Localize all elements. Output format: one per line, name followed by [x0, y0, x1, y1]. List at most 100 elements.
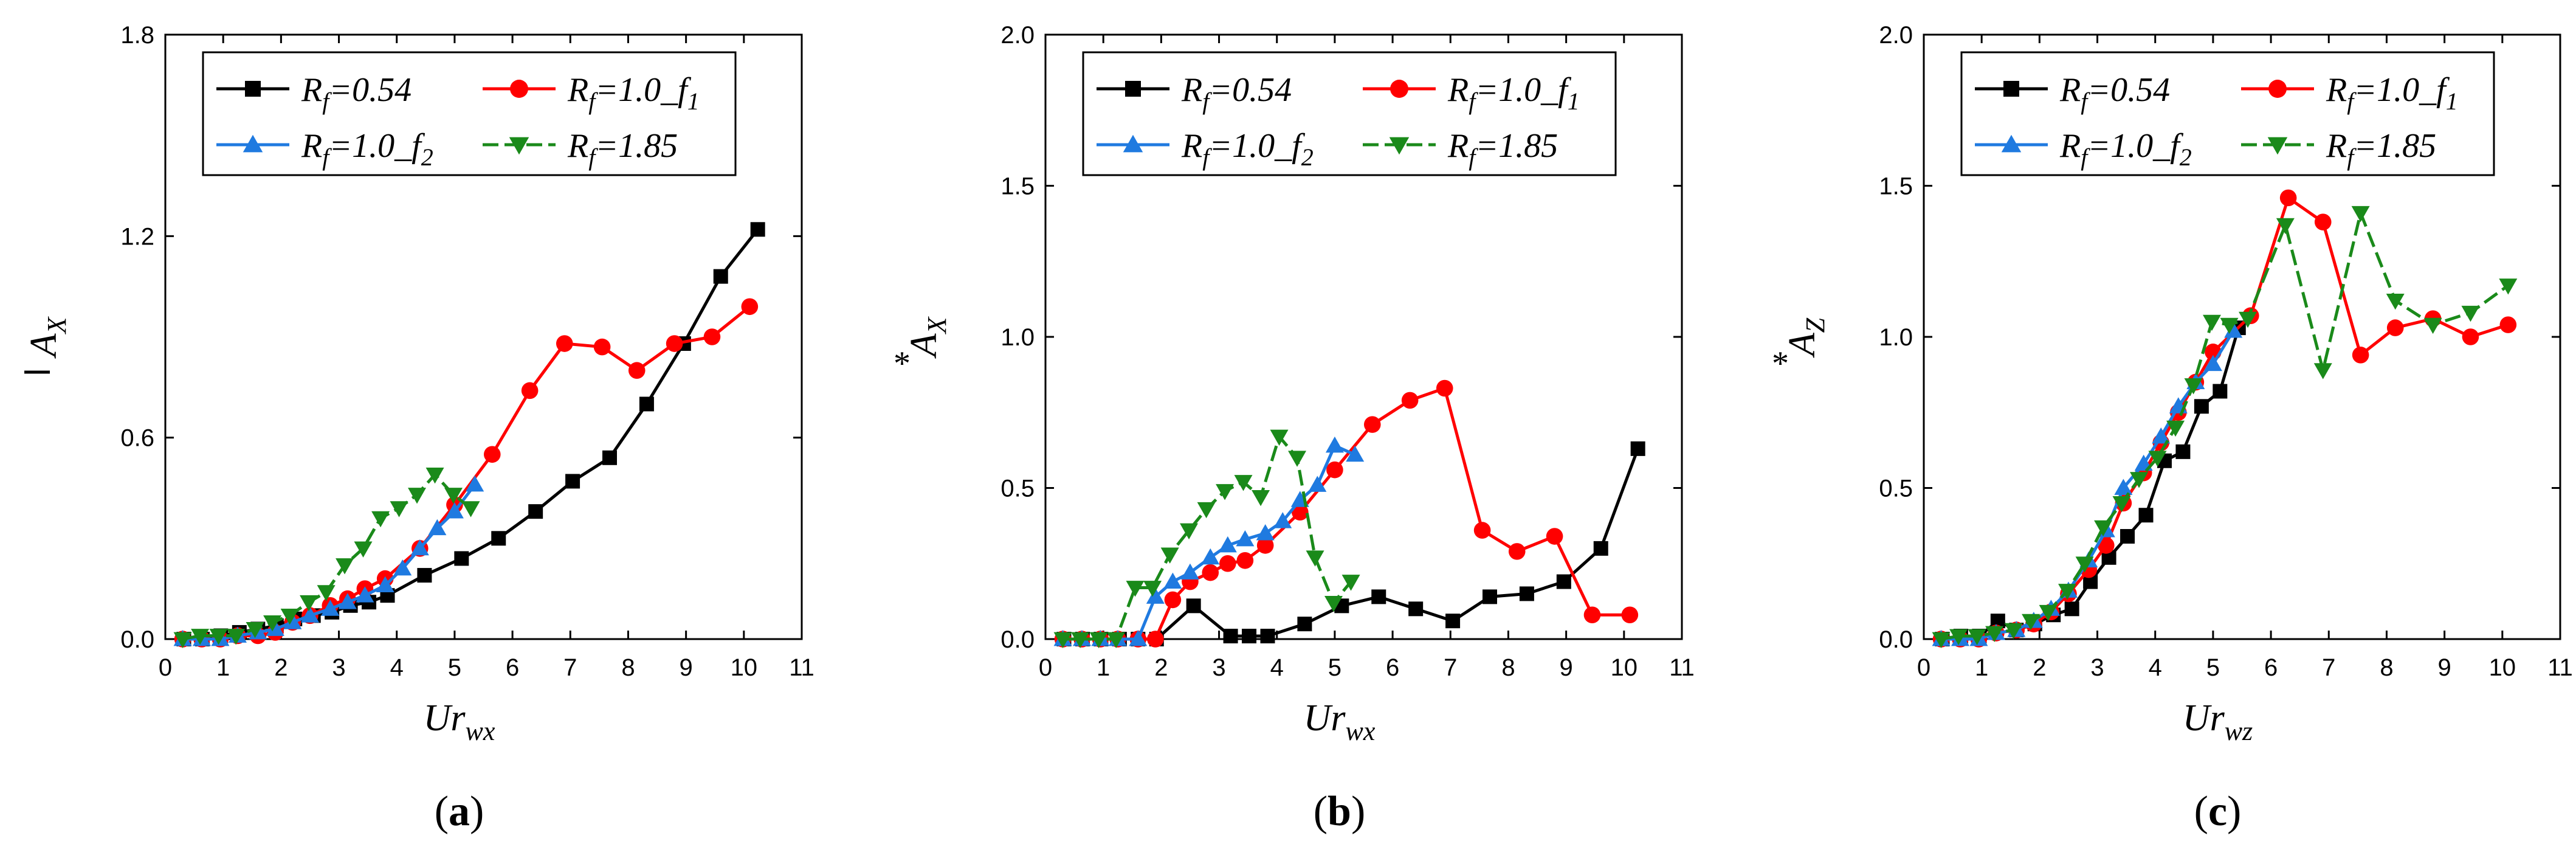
y-tick-label: 2.0 [1000, 22, 1035, 49]
legend-label-main: R [301, 127, 322, 165]
x-axis-title: Urwx [424, 697, 495, 746]
data-point [2352, 347, 2369, 364]
x-tick-label: 4 [1270, 654, 1284, 681]
data-point [2386, 293, 2405, 310]
data-point [428, 519, 447, 536]
data-point [1583, 606, 1601, 624]
x-tick-label: 7 [2322, 654, 2335, 681]
legend-marker [2267, 137, 2288, 155]
x-tick-label: 5 [448, 654, 461, 681]
data-point [321, 600, 340, 616]
legend-marker [243, 134, 263, 153]
legend-label: Rf=0.54 [301, 71, 412, 115]
data-point [2094, 520, 2113, 537]
data-point [1053, 632, 1072, 648]
legend-label-main: R [567, 71, 588, 109]
data-point [2058, 584, 2077, 600]
data-point [1985, 626, 2004, 643]
data-point [602, 450, 617, 465]
x-tick-label: 10 [1611, 654, 1638, 681]
x-tick-label: 3 [1212, 654, 1225, 681]
data-point [1341, 575, 1360, 591]
x-tick-label: 3 [2090, 654, 2104, 681]
data-point [1288, 451, 1307, 467]
x-tick-label: 10 [2489, 654, 2516, 681]
x-axis-title-sub: wz [2225, 716, 2253, 746]
data-point [1256, 524, 1275, 541]
data-point [1949, 629, 1968, 646]
data-point [713, 269, 728, 284]
data-point [2152, 427, 2171, 444]
data-point [283, 613, 302, 629]
data-point [173, 632, 192, 648]
data-point [703, 328, 721, 345]
data-point [1197, 502, 1216, 519]
x-axis-title-main: Ur [2183, 697, 2225, 739]
data-point [1363, 416, 1381, 433]
data-point [2184, 378, 2203, 395]
x-axis-title-sub: wx [1346, 716, 1376, 746]
legend-label-tail: =1.0_f [1209, 127, 1306, 165]
data-point [2112, 496, 2131, 513]
y-tick-label: 0.0 [1879, 626, 1913, 653]
data-point [1473, 522, 1491, 539]
series-Rf=1.85 [1053, 429, 1360, 648]
data-point [1143, 581, 1162, 597]
y-tick-label: 1.8 [120, 22, 154, 49]
legend-label-tail-sub: 1 [687, 88, 700, 115]
x-axis-title-main: Ur [424, 697, 466, 739]
y-axis-title-main: A [903, 333, 945, 359]
y-axis-star: * [1772, 345, 1789, 382]
legend-label-tail: =1.0_f [2087, 127, 2184, 165]
x-axis-title-main: Ur [1304, 697, 1346, 739]
data-point [2004, 623, 2023, 640]
x-tick-label: 11 [1669, 654, 1695, 681]
legend-label-main: R [1447, 71, 1469, 109]
y-tick-label: 0.5 [1000, 476, 1035, 502]
data-point [1147, 631, 1164, 648]
series-line [1941, 196, 2509, 641]
x-tick-label: 3 [332, 654, 345, 681]
data-point [1482, 589, 1497, 604]
data-point [280, 608, 299, 625]
x-tick-label: 2 [1154, 654, 1168, 681]
data-point [191, 629, 210, 645]
x-tick-label: 8 [2380, 654, 2393, 681]
legend-label-main: R [1181, 71, 1202, 109]
data-point [1180, 523, 1199, 540]
data-point [556, 335, 573, 352]
data-point [1260, 629, 1275, 644]
data-point [593, 338, 611, 356]
series-Rf=1.0_f1 [174, 298, 759, 648]
legend-marker [1123, 134, 1143, 153]
series-Rf=1.0_f2 [1932, 322, 2243, 646]
y-tick-label: 1.0 [1879, 324, 1913, 351]
legend-label: Rf=1.0_f2 [2059, 127, 2192, 171]
legend-label: Rf=1.85 [1447, 127, 1558, 171]
data-point [666, 335, 683, 352]
data-point [1071, 632, 1090, 648]
data-point [1932, 632, 1951, 648]
y-axis-title: AZ [1782, 317, 1830, 358]
series-line [1062, 435, 1352, 641]
panel-label-open: ( [435, 788, 449, 835]
data-point [1180, 563, 1199, 580]
data-point [2022, 614, 2040, 631]
data-point [263, 615, 282, 632]
data-point [1089, 632, 1108, 648]
data-point [741, 298, 759, 316]
data-point [1308, 476, 1327, 492]
legend-marker [510, 80, 528, 98]
data-point [1270, 429, 1289, 446]
legend-label-tail: =1.0_f [595, 71, 692, 109]
legend-box [1082, 51, 1617, 176]
x-tick-label: 0 [1917, 654, 1930, 681]
data-point [1186, 598, 1201, 614]
data-point [317, 585, 336, 601]
legend-label-main: R [301, 71, 322, 109]
plot-frame [164, 33, 803, 640]
data-point [2224, 322, 2243, 338]
data-point [1968, 629, 1986, 646]
data-point [1325, 436, 1344, 453]
